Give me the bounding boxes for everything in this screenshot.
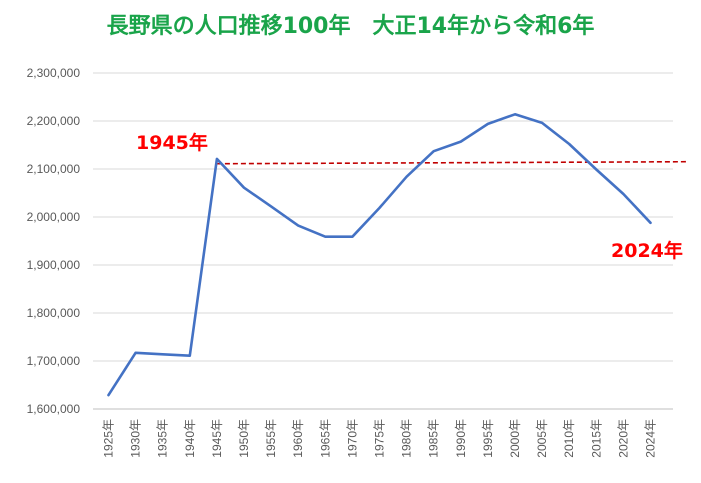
- x-tick-label: 1975年: [373, 419, 387, 458]
- y-tick-label: 1,800,000: [27, 306, 81, 320]
- chart-title: 長野県の人口推移100年 大正14年から令和6年: [106, 14, 595, 39]
- series-group: [107, 113, 652, 397]
- x-tick-label: 1980年: [400, 419, 414, 458]
- x-tick-label: 2020年: [616, 419, 630, 458]
- series-line: [107, 113, 652, 397]
- gridlines: [93, 72, 673, 410]
- x-tick-label: 1940年: [183, 419, 197, 458]
- y-tick-label: 2,100,000: [27, 162, 81, 176]
- annotation-2024: 2024年: [611, 239, 683, 262]
- y-axis-ticks: 1,600,000 1,700,000 1,800,000 1,900,000 2,00…: [27, 66, 81, 416]
- annotations-group: 1945年 2024年: [136, 131, 683, 262]
- y-tick-label: 1,600,000: [27, 402, 81, 416]
- annotation-1945: 1945年: [136, 131, 208, 154]
- x-tick-label: 1990年: [454, 419, 468, 458]
- x-tick-label: 1925年: [102, 419, 116, 458]
- reference-line-group: [216, 160, 687, 165]
- y-tick-label: 2,000,000: [27, 210, 81, 224]
- x-axis-ticks: 1925年 1930年 1935年 1940年 1945年 1950年 1955年 1960年…: [102, 419, 658, 458]
- x-tick-label: 1970年: [345, 419, 359, 458]
- y-tick-label: 2,300,000: [27, 66, 81, 80]
- x-tick-label: 2015年: [589, 419, 603, 458]
- x-tick-label: 1945年: [210, 419, 224, 458]
- y-tick-label: 1,900,000: [27, 258, 81, 272]
- y-tick-label: 2,200,000: [27, 114, 81, 128]
- x-tick-label: 2005年: [535, 419, 549, 458]
- x-tick-label: 2000年: [508, 419, 522, 458]
- x-tick-label: 2024年: [644, 419, 658, 458]
- x-tick-label: 1965年: [318, 419, 332, 458]
- x-tick-label: 2010年: [562, 419, 576, 458]
- x-tick-label: 1930年: [129, 419, 143, 458]
- x-tick-label: 1955年: [264, 419, 278, 458]
- reference-line: [216, 160, 687, 165]
- x-tick-label: 1935年: [156, 419, 170, 458]
- x-tick-label: 1995年: [481, 419, 495, 458]
- y-tick-label: 1,700,000: [27, 354, 81, 368]
- x-tick-label: 1950年: [237, 419, 251, 458]
- x-tick-label: 1960年: [291, 419, 305, 458]
- x-tick-label: 1985年: [427, 419, 441, 458]
